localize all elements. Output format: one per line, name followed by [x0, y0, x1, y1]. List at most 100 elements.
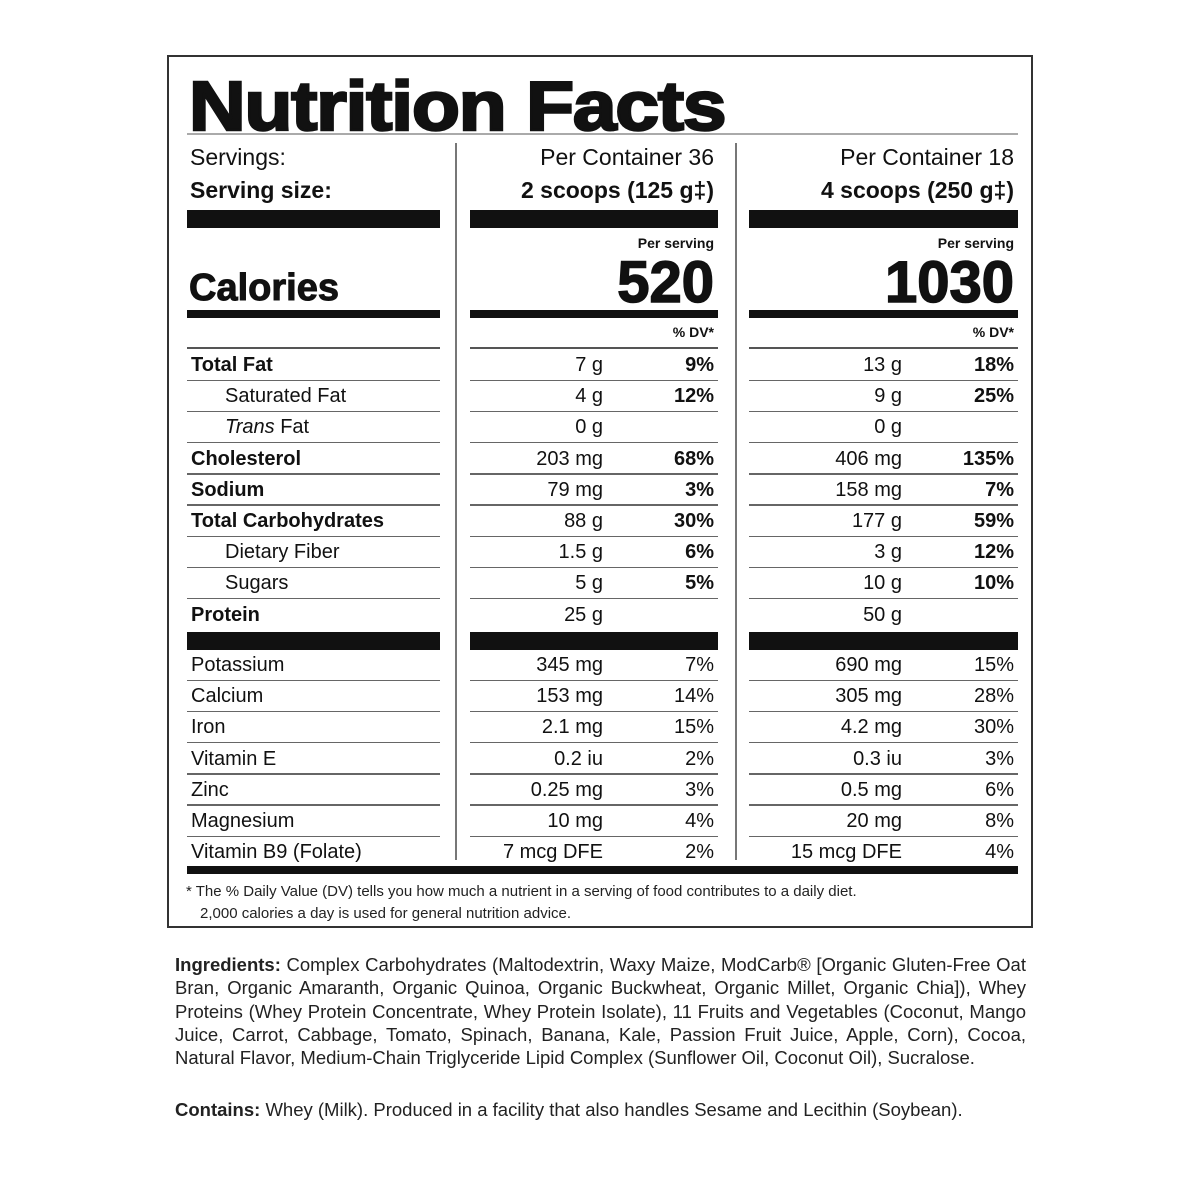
- mineral-row: 10 mg 4%: [470, 806, 718, 837]
- nutrient-row: 406 mg 135%: [749, 444, 1018, 475]
- nutrient-row: Saturated Fat: [187, 381, 440, 413]
- nutrient-row: Protein: [187, 600, 440, 631]
- row-divider: [187, 410, 440, 413]
- nutrient-row: 158 mg 7%: [749, 475, 1018, 506]
- row-divider: [749, 773, 1018, 775]
- amount: 690 mg: [835, 654, 902, 676]
- serving-size-label: Serving size:: [190, 177, 332, 203]
- row-divider: [187, 741, 440, 744]
- nutrient-row: 79 mg 3%: [470, 475, 718, 506]
- nutrient-row: 4 g 12%: [470, 381, 718, 413]
- bottom-thick-bar: [187, 866, 1018, 874]
- contains-text: Whey (Milk). Produced in a facility that…: [260, 1099, 963, 1120]
- amount: 4.2 mg: [840, 716, 902, 739]
- nutrient-name: Sodium: [191, 478, 265, 501]
- mineral-row: 345 mg 7%: [470, 650, 718, 681]
- mineral-row: Zinc: [187, 775, 440, 806]
- daily-value: 3%: [685, 778, 714, 801]
- nutrient-name: Protein: [191, 603, 260, 626]
- amount: 13 g: [863, 354, 902, 376]
- nutrient-row: Sodium: [187, 475, 440, 506]
- daily-value: 9%: [685, 354, 714, 376]
- daily-value: 3%: [685, 478, 714, 501]
- row-divider: [470, 741, 718, 744]
- row-divider: [749, 597, 1018, 600]
- amount: 1.5 g: [558, 541, 603, 564]
- servings-label: Servings:: [190, 144, 286, 170]
- daily-value: 2%: [685, 841, 714, 864]
- amount: 5 g: [575, 572, 603, 595]
- nutrient-row: Cholesterol: [187, 444, 440, 475]
- daily-value: 6%: [685, 541, 714, 564]
- nutrient-row: 10 g 10%: [749, 568, 1018, 600]
- dv-header: % DV*: [672, 324, 714, 340]
- nutrient-row: 1.5 g 6%: [470, 537, 718, 569]
- nutrient-row: 177 g 59%: [749, 506, 1018, 537]
- nutrient-name: Total Carbohydrates: [191, 510, 384, 532]
- mineral-row: 2.1 mg 15%: [470, 712, 718, 744]
- row-divider: [749, 410, 1018, 413]
- nutrient-row: 5 g 5%: [470, 568, 718, 600]
- column-divider: [455, 143, 457, 860]
- nutrient-name: Total Fat: [191, 354, 273, 376]
- row-divider: [749, 679, 1018, 681]
- daily-value: 25%: [973, 385, 1014, 408]
- daily-value: 15%: [673, 716, 714, 739]
- mineral-row: Magnesium: [187, 806, 440, 837]
- mineral-row: 4.2 mg 30%: [749, 712, 1018, 744]
- thick-bar: [470, 210, 718, 228]
- nutrient-row: 13 g 18%: [749, 350, 1018, 381]
- row-divider: [470, 535, 718, 537]
- row-divider: [470, 679, 718, 681]
- mineral-row: Calcium: [187, 681, 440, 713]
- row-divider: [187, 835, 440, 837]
- row-divider: [470, 597, 718, 600]
- daily-value: 15%: [973, 654, 1014, 676]
- row-divider: [470, 410, 718, 413]
- nutrition-facts-panel: [167, 55, 1033, 928]
- mineral-row: 0.5 mg 6%: [749, 775, 1018, 806]
- nutrient-row: Total Fat: [187, 350, 440, 381]
- contains-label: Contains:: [175, 1099, 261, 1120]
- nutrient-row: Dietary Fiber: [187, 537, 440, 569]
- thin-bar: [749, 347, 1018, 349]
- amount: 10 g: [863, 572, 902, 595]
- daily-value: 68%: [673, 447, 714, 470]
- row-divider: [470, 804, 718, 806]
- nutrient-name: Trans Fat: [225, 412, 309, 443]
- amount: 10 mg: [547, 810, 603, 832]
- nutrient-row: 25 g: [470, 600, 718, 631]
- footnote: * The % Daily Value (DV) tells you how m…: [186, 881, 857, 925]
- amount: 0 g: [874, 416, 902, 439]
- amount: 4 g: [575, 385, 603, 408]
- footnote-line: 2,000 calories a day is used for general…: [200, 905, 572, 922]
- amount: 0.3 iu: [853, 747, 902, 770]
- row-divider: [187, 679, 440, 681]
- row-divider: [187, 473, 440, 475]
- nutrient-row: 0 g: [470, 412, 718, 444]
- mineral-name: Zinc: [191, 778, 229, 801]
- mineral-row: 7 mcg DFE 2%: [470, 837, 718, 868]
- mineral-row: 0.25 mg 3%: [470, 775, 718, 806]
- daily-value: 30%: [973, 716, 1014, 739]
- mineral-row: 15 mcg DFE 4%: [749, 837, 1018, 868]
- amount: 79 mg: [547, 478, 603, 501]
- row-divider: [187, 535, 440, 537]
- nutrient-row: Trans Fat: [187, 412, 440, 444]
- nutrient-row: 88 g 30%: [470, 506, 718, 537]
- row-divider: [749, 535, 1018, 537]
- medium-bar: [187, 310, 440, 318]
- row-divider: [749, 379, 1018, 381]
- thick-bar: [470, 632, 718, 650]
- daily-value: 7%: [685, 654, 714, 676]
- mineral-row: 690 mg 15%: [749, 650, 1018, 681]
- amount: 158 mg: [835, 478, 902, 501]
- per-serving-label: Per serving: [937, 235, 1014, 251]
- thick-bar: [187, 632, 440, 650]
- amount: 15 mcg DFE: [790, 841, 902, 864]
- mineral-row: Potassium: [187, 650, 440, 681]
- italic-prefix: Trans: [225, 416, 275, 439]
- daily-value: 59%: [973, 510, 1014, 532]
- mineral-name: Calcium: [191, 685, 264, 708]
- row-divider: [187, 804, 440, 806]
